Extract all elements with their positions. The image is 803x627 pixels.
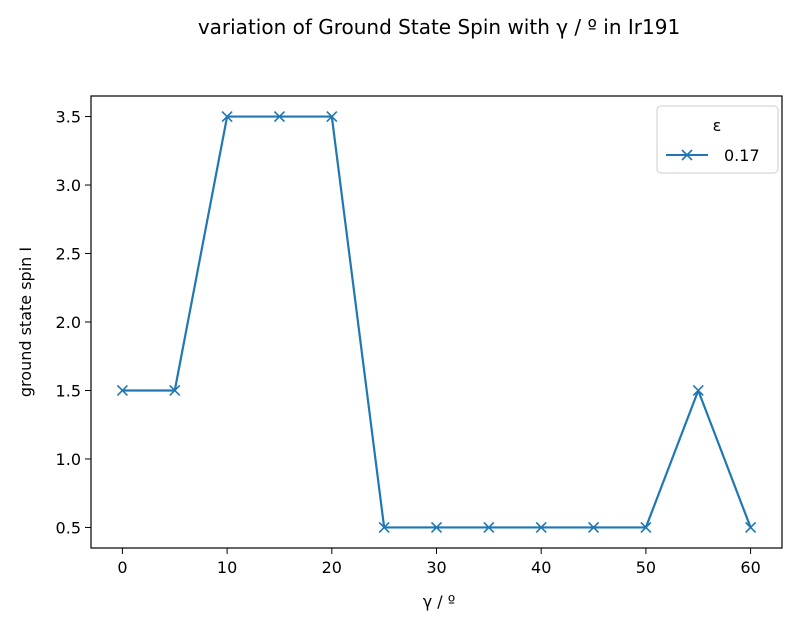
chart-title: variation of Ground State Spin with γ / …	[198, 15, 680, 39]
legend: ε 0.17	[657, 106, 778, 173]
x-tick-label-1: 10	[217, 558, 237, 577]
data-point-0-12	[746, 522, 756, 532]
x-tick-label-3: 30	[426, 558, 446, 577]
y-tick-label-0: 0.5	[56, 518, 81, 537]
legend-title: ε	[713, 116, 722, 135]
x-tick-label-0: 0	[117, 558, 127, 577]
y-tick-label-5: 3.0	[56, 176, 81, 195]
y-tick-label-4: 2.5	[56, 245, 81, 264]
y-axis-label: ground state spin I	[16, 247, 35, 397]
series-line-0	[122, 117, 750, 528]
y-tick-label-6: 3.5	[56, 108, 81, 127]
data-point-0-11	[693, 385, 703, 395]
x-axis-label: γ / º	[423, 592, 456, 611]
x-tick-label-6: 60	[740, 558, 760, 577]
y-tick-label-2: 1.5	[56, 381, 81, 400]
y-tick-label-3: 2.0	[56, 313, 81, 332]
x-tick-label-5: 50	[636, 558, 656, 577]
y-tick-label-1: 1.0	[56, 450, 81, 469]
x-tick-label-4: 40	[531, 558, 551, 577]
plot-area: 0 10 20 30 40 50 60 0.5 1.0 1.5 2.0 2.5 3.0 3.5	[56, 108, 761, 577]
x-tick-label-2: 20	[322, 558, 342, 577]
legend-label-series-0: 0.17	[724, 146, 760, 165]
